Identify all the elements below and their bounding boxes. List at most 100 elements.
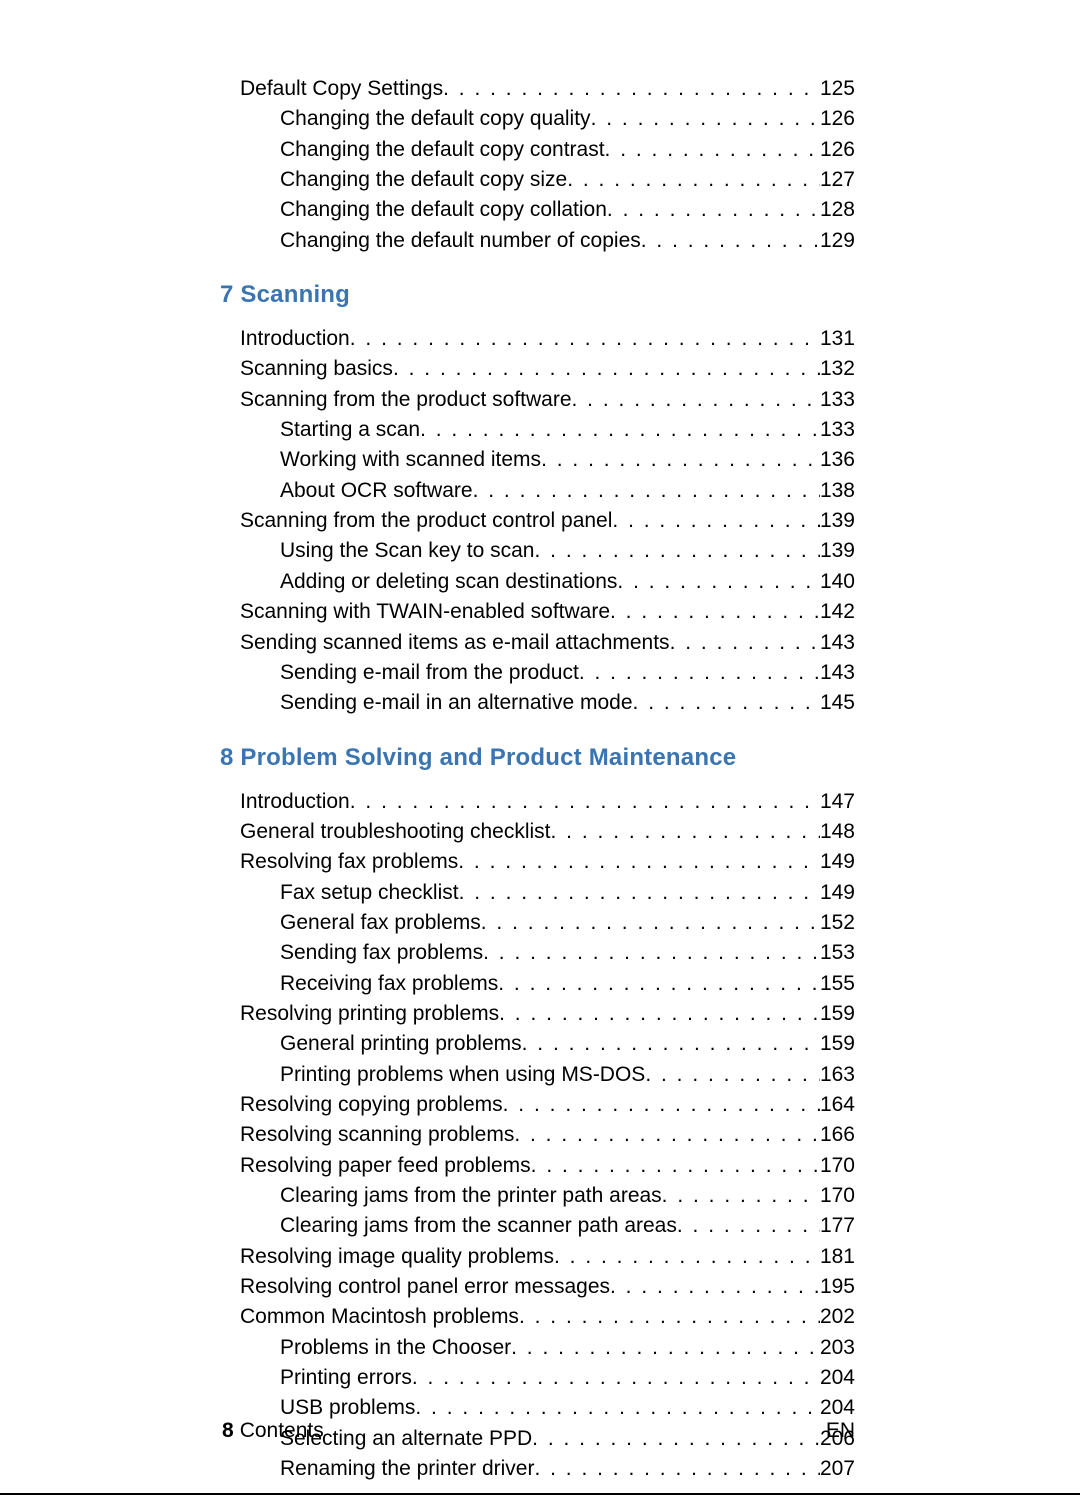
page-number: 8: [222, 1419, 234, 1443]
toc-dot-leader: [607, 196, 820, 224]
toc-entry-label: Sending scanned items as e-mail attachme…: [240, 629, 670, 657]
toc-entry-page: 138: [820, 477, 855, 505]
toc-entry: Adding or deleting scan destinations 140: [220, 568, 855, 596]
toc-dot-leader: [612, 507, 820, 535]
toc-entry-page: 166: [820, 1121, 855, 1149]
toc-entry: Resolving paper feed problems 170: [220, 1152, 855, 1180]
toc-entry-label: Working with scanned items: [280, 446, 541, 474]
toc-entry-label: Clearing jams from the printer path area…: [280, 1182, 662, 1210]
toc-entry-page: 204: [820, 1364, 855, 1392]
toc-dot-leader: [534, 1455, 820, 1483]
toc-entry: Printing errors 204: [220, 1364, 855, 1392]
toc-entry: Changing the default copy quality126: [220, 105, 855, 133]
toc-entry-label: Changing the default copy contrast: [280, 136, 605, 164]
toc-entry-label: Changing the default number of copies: [280, 227, 641, 255]
toc-entry-page: 140: [820, 568, 855, 596]
toc-entry-page: 159: [820, 1000, 855, 1028]
section-heading: 7 Scanning: [220, 281, 855, 309]
toc-entry-page: 155: [820, 970, 855, 998]
toc-dot-leader: [350, 325, 820, 353]
toc-entry: Working with scanned items 136: [220, 446, 855, 474]
toc-entry: Sending e-mail from the product143: [220, 659, 855, 687]
toc-entry: Resolving scanning problems 166: [220, 1121, 855, 1149]
toc-entry: Scanning from the product control panel1…: [220, 507, 855, 535]
toc-entry: Sending scanned items as e-mail attachme…: [220, 629, 855, 657]
toc-entry-page: 133: [820, 416, 855, 444]
toc-entry: Scanning basics132: [220, 355, 855, 383]
toc-entry: About OCR software 138: [220, 477, 855, 505]
toc-entry: Changing the default copy collation128: [220, 196, 855, 224]
toc-entry-label: Changing the default copy quality: [280, 105, 591, 133]
toc-entry-page: 207: [820, 1455, 855, 1483]
toc-dot-leader: [662, 1182, 820, 1210]
toc-entry-label: Resolving copying problems: [240, 1091, 503, 1119]
toc-entry-label: Scanning from the product control panel: [240, 507, 612, 535]
toc-entry-page: 133: [820, 386, 855, 414]
toc-entry-label: Problems in the Chooser: [280, 1334, 511, 1362]
footer-left: 8 Contents: [222, 1419, 324, 1443]
toc-dot-leader: [610, 598, 820, 626]
toc-dot-leader: [677, 1212, 820, 1240]
toc-entry: Renaming the printer driver 207: [220, 1455, 855, 1483]
toc-entry-page: 126: [820, 136, 855, 164]
toc-entry-label: Receiving fax problems: [280, 970, 498, 998]
toc-entry: General troubleshooting checklist 148: [220, 818, 855, 846]
toc-entry-label: Clearing jams from the scanner path area…: [280, 1212, 677, 1240]
toc-entry-label: Fax setup checklist: [280, 879, 459, 907]
toc-dot-leader: [473, 477, 820, 505]
toc-entry: Resolving image quality problems181: [220, 1243, 855, 1271]
toc-entry-label: Resolving control panel error messages: [240, 1273, 610, 1301]
toc-dot-leader: [459, 879, 820, 907]
toc-entry: Receiving fax problems 155: [220, 970, 855, 998]
toc-entry-page: 181: [820, 1243, 855, 1271]
toc-dot-leader: [420, 416, 820, 444]
toc-entry-label: General troubleshooting checklist: [240, 818, 551, 846]
toc-entry: Introduction147: [220, 788, 855, 816]
toc-entry-page: 143: [820, 629, 855, 657]
toc-entry-label: Sending e-mail in an alternative mode: [280, 689, 633, 717]
toc-entry-page: 170: [820, 1152, 855, 1180]
toc-entry-page: 164: [820, 1091, 855, 1119]
toc-entry: Changing the default copy size127: [220, 166, 855, 194]
toc-dot-leader: [645, 1061, 820, 1089]
toc-entry-label: Scanning with TWAIN-enabled software: [240, 598, 610, 626]
toc-entry-page: 153: [820, 939, 855, 967]
toc-entry: Sending e-mail in an alternative mode145: [220, 689, 855, 717]
toc-dot-leader: [531, 1152, 820, 1180]
toc-entry-label: Resolving scanning problems: [240, 1121, 514, 1149]
toc-entry-page: 143: [820, 659, 855, 687]
toc-entry: General fax problems152: [220, 909, 855, 937]
toc-entry-label: Changing the default copy collation: [280, 196, 607, 224]
toc-entry: Default Copy Settings125: [220, 75, 855, 103]
toc-entry-page: 202: [820, 1303, 855, 1331]
toc-dot-leader: [393, 355, 820, 383]
toc-entry-label: Printing errors: [280, 1364, 412, 1392]
section-heading: 8 Problem Solving and Product Maintenanc…: [220, 744, 855, 772]
toc-dot-leader: [534, 537, 819, 565]
toc-entry: Common Macintosh problems 202: [220, 1303, 855, 1331]
toc-entry-page: 132: [820, 355, 855, 383]
toc-entry-label: Resolving paper feed problems: [240, 1152, 531, 1180]
toc-dot-leader: [610, 1273, 820, 1301]
toc-entry-label: Adding or deleting scan destinations: [280, 568, 617, 596]
page-footer: 8 Contents EN: [222, 1419, 855, 1443]
toc-entry: Sending fax problems153: [220, 939, 855, 967]
toc-dot-leader: [670, 629, 820, 657]
toc-dot-leader: [498, 970, 820, 998]
toc-entry-label: About OCR software: [280, 477, 473, 505]
toc-entry-label: Renaming the printer driver: [280, 1455, 534, 1483]
toc-entry-page: 203: [820, 1334, 855, 1362]
toc-entry-label: Common Macintosh problems: [240, 1303, 519, 1331]
toc-dot-leader: [641, 227, 820, 255]
toc-entry-page: 142: [820, 598, 855, 626]
toc-entry: Scanning with TWAIN-enabled software 142: [220, 598, 855, 626]
toc-entry: Starting a scan133: [220, 416, 855, 444]
toc-entry: Scanning from the product software133: [220, 386, 855, 414]
toc-dot-leader: [511, 1334, 820, 1362]
toc-dot-leader: [483, 939, 820, 967]
toc-entry: Printing problems when using MS-DOS163: [220, 1061, 855, 1089]
toc-entry-page: 129: [820, 227, 855, 255]
toc-dot-leader: [554, 1243, 820, 1271]
toc-entry-page: 163: [820, 1061, 855, 1089]
footer-right: EN: [826, 1419, 855, 1443]
